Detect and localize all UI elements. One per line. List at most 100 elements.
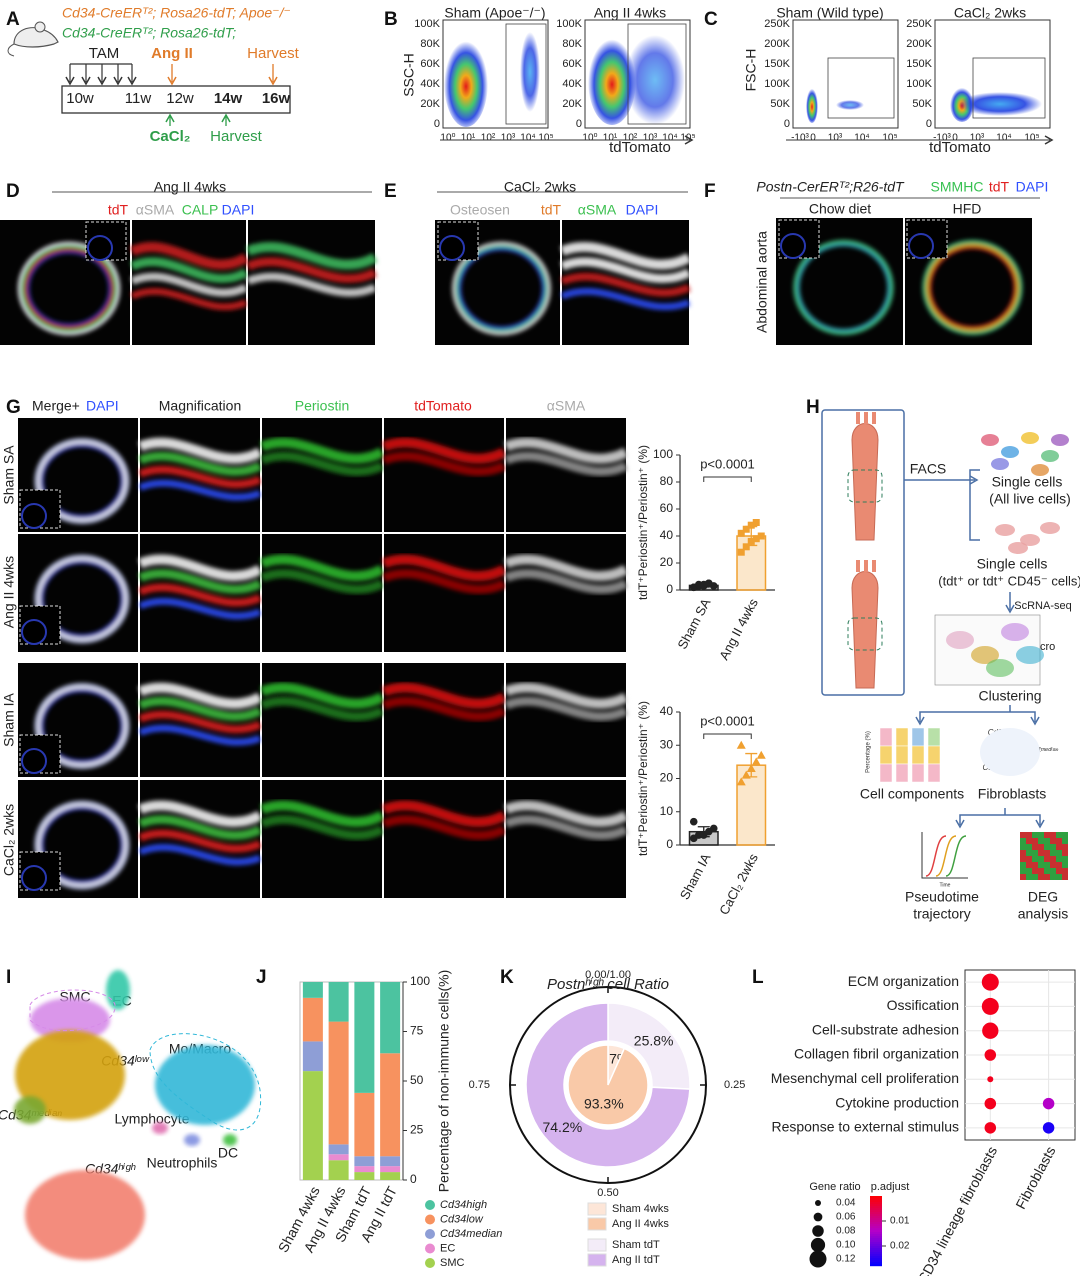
arrow-head [1044, 135, 1054, 145]
micrograph-signal [382, 800, 507, 840]
size-legend-dot [812, 1225, 824, 1237]
legend-swatch [425, 1214, 435, 1225]
bar-segment [380, 1166, 401, 1173]
annotation: p<0.0001 [700, 456, 755, 471]
bar-segment [328, 1160, 349, 1180]
size-legend-label: 0.06 [836, 1212, 856, 1223]
heatmap-cell [1062, 856, 1068, 862]
panel-text: FACS [910, 461, 947, 477]
vessel-wall [452, 241, 551, 336]
heatmap-cell [1062, 838, 1068, 844]
panel-letter: D [6, 181, 20, 202]
tissue-band [504, 800, 629, 828]
arrow-head [268, 76, 278, 86]
size-legend-dot [809, 1250, 827, 1268]
colorbar-step [870, 1230, 882, 1233]
mini-bar [879, 763, 893, 783]
flow-y-tick: 0 [434, 118, 440, 130]
heatmap-cell [1038, 838, 1044, 844]
y-tick-label: 10 [660, 804, 674, 818]
heatmap-cell [1020, 874, 1026, 880]
umap-cluster [15, 1030, 125, 1120]
heatmap-cell [1020, 832, 1026, 838]
panel-text: Sham IA [1, 693, 17, 747]
micrograph-signal [129, 241, 249, 311]
dot [1042, 1122, 1055, 1134]
vessel-wall [41, 561, 123, 637]
panel-text: DAPI [1016, 179, 1049, 195]
legend-label: SMC [440, 1257, 465, 1269]
colorbar-step [870, 1238, 882, 1241]
micrograph-signal [922, 239, 1023, 336]
vessel-wall [24, 248, 114, 329]
flow-y-tick: 80K [562, 38, 582, 50]
heatmap-cell [1026, 856, 1032, 862]
value-label: 93.3% [584, 1095, 624, 1111]
vessel-wall [793, 239, 894, 336]
flow-x-tick: -10³ [791, 133, 809, 144]
colorbar-step [870, 1220, 882, 1223]
flow-x-tick: 10⁴ [662, 133, 677, 144]
heatmap-cell [1032, 868, 1038, 874]
value-label: 74.2% [542, 1119, 582, 1135]
flow-x-tick: 10⁴ [996, 133, 1011, 144]
y-tick-label: 75 [410, 1024, 424, 1038]
legend-label: Ang II 4wks [612, 1218, 669, 1230]
heatmap-cell [1026, 868, 1032, 874]
cell [991, 458, 1009, 470]
micrograph-signal [260, 682, 385, 721]
vessel-wall [34, 800, 130, 890]
panel-text: CaCl₂ [150, 128, 191, 145]
panel-text: Cd34ᵐᵉᵈⁱᵃⁿ [1022, 746, 1059, 755]
bar-segment [380, 1053, 401, 1157]
heatmap-cell [1032, 856, 1038, 862]
panel-text: αSMA [136, 202, 175, 218]
panel-text: Periostin [295, 398, 349, 414]
timeline-box [61, 85, 291, 114]
size-legend-label: 0.04 [836, 1198, 856, 1209]
flow-x-tick: 10² [623, 133, 638, 144]
flow-y-tick: 100K [764, 78, 790, 90]
aorta-box [821, 409, 905, 696]
polar-tick-label: 0.25 [724, 1079, 745, 1091]
flow-x-tick: 10³ [828, 133, 843, 144]
legend-title: Gene ratio [809, 1181, 860, 1193]
bar-segment [354, 982, 375, 1093]
flow-x-tick: 10⁰ [440, 133, 455, 144]
trajectory-axes [921, 832, 968, 879]
tissue-band [246, 241, 378, 270]
micrograph-signal [452, 241, 551, 336]
flow-x-tick: 10¹ [461, 133, 476, 144]
tissue-band [504, 451, 628, 476]
cell [1021, 432, 1039, 444]
panel-text: Lymphocyte [115, 1111, 190, 1127]
flow-x-tick: 10⁵ [1024, 133, 1039, 144]
colorbar-step [870, 1224, 882, 1227]
tissue-band [138, 843, 262, 866]
flow-gate [827, 57, 895, 119]
micrograph-signal [504, 437, 629, 476]
nc-inset [85, 221, 127, 261]
tissue-band [138, 597, 262, 620]
legend-label: Sham 4wks [612, 1203, 669, 1215]
panel-text: Cell components [860, 786, 964, 802]
heatmap-cell [1056, 844, 1062, 850]
mini-bar [879, 727, 893, 747]
mouse-icon [13, 27, 59, 48]
heatmap-cell [1062, 832, 1068, 838]
flow-y-tick: 40K [420, 78, 440, 90]
flow-y-tick: 50K [912, 98, 932, 110]
tissue-band [382, 554, 507, 582]
panel-text: Ang II 4wks [1, 556, 17, 628]
panel-text: DC [218, 1145, 238, 1161]
arrow-head [1035, 819, 1045, 829]
heatmap-cell [1026, 832, 1032, 838]
micrograph-signal [34, 800, 130, 890]
micrograph-signal [504, 800, 629, 840]
nc-inset [19, 734, 61, 774]
umap-cluster [946, 631, 974, 649]
cell [1040, 522, 1060, 534]
polar-tick-label: 0.00/1.00 [585, 969, 631, 981]
vessel-wall [458, 248, 545, 329]
y-axis-label: Percentage of non-immune cells(%) [436, 970, 452, 1193]
